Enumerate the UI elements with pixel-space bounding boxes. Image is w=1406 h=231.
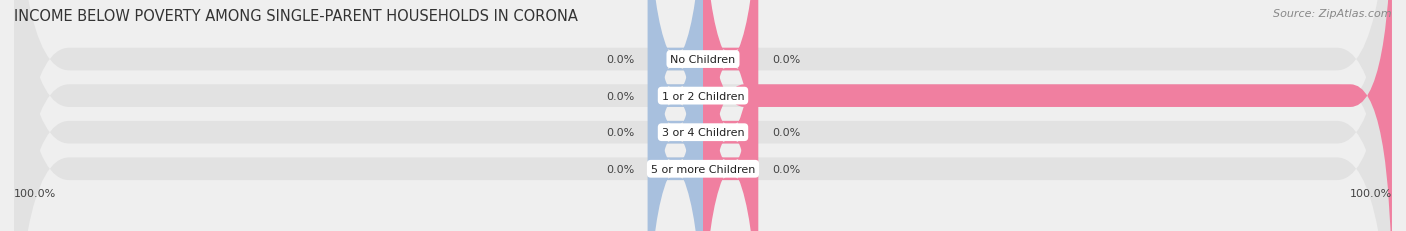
Text: 5 or more Children: 5 or more Children — [651, 164, 755, 174]
Text: 0.0%: 0.0% — [606, 164, 634, 174]
FancyBboxPatch shape — [648, 0, 703, 231]
Text: No Children: No Children — [671, 55, 735, 65]
FancyBboxPatch shape — [648, 0, 703, 231]
Text: INCOME BELOW POVERTY AMONG SINGLE-PARENT HOUSEHOLDS IN CORONA: INCOME BELOW POVERTY AMONG SINGLE-PARENT… — [14, 9, 578, 24]
Text: 1 or 2 Children: 1 or 2 Children — [662, 91, 744, 101]
FancyBboxPatch shape — [648, 0, 703, 231]
Text: Source: ZipAtlas.com: Source: ZipAtlas.com — [1274, 9, 1392, 19]
FancyBboxPatch shape — [703, 0, 1392, 231]
FancyBboxPatch shape — [14, 0, 1392, 231]
FancyBboxPatch shape — [703, 0, 758, 231]
Text: 100.0%: 100.0% — [1350, 188, 1392, 198]
Text: 0.0%: 0.0% — [606, 128, 634, 138]
Text: 0.0%: 0.0% — [606, 55, 634, 65]
Text: 0.0%: 0.0% — [606, 91, 634, 101]
FancyBboxPatch shape — [703, 0, 758, 231]
FancyBboxPatch shape — [703, 0, 758, 231]
FancyBboxPatch shape — [14, 0, 1392, 231]
Text: 0.0%: 0.0% — [772, 128, 800, 138]
Text: 3 or 4 Children: 3 or 4 Children — [662, 128, 744, 138]
FancyBboxPatch shape — [648, 0, 703, 231]
Text: 0.0%: 0.0% — [772, 164, 800, 174]
FancyBboxPatch shape — [14, 0, 1392, 231]
Text: 0.0%: 0.0% — [772, 55, 800, 65]
Text: 100.0%: 100.0% — [14, 188, 56, 198]
FancyBboxPatch shape — [14, 0, 1392, 231]
